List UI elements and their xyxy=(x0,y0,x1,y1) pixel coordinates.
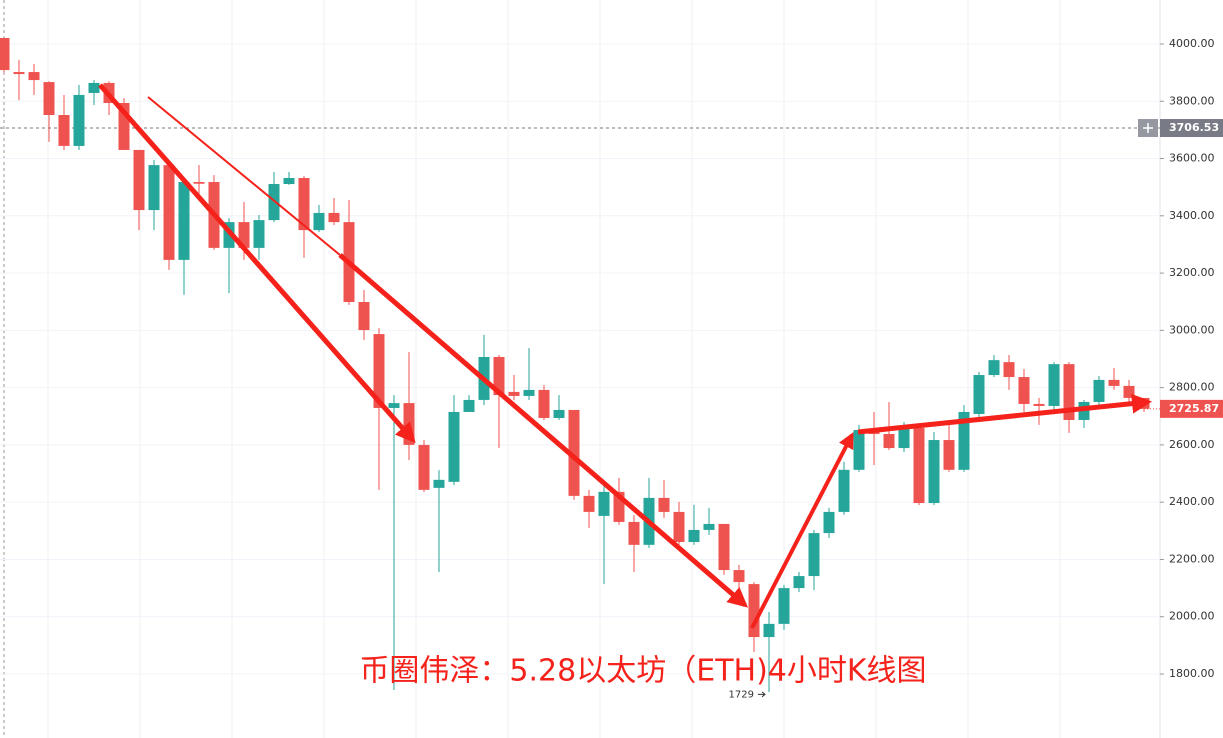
candle-body xyxy=(163,165,175,260)
candle-body xyxy=(73,94,85,146)
candle-body xyxy=(58,115,70,146)
y-tick-label: 2600.00 xyxy=(1169,438,1215,451)
candle-body xyxy=(268,184,280,221)
candle-body xyxy=(388,403,400,408)
candle-body xyxy=(508,391,520,396)
last-price-box xyxy=(1160,399,1223,418)
candle-body xyxy=(1123,385,1135,398)
candle-body xyxy=(988,360,1000,376)
candle-body xyxy=(463,399,475,412)
candle-body xyxy=(1033,403,1045,406)
y-tick-label: 2400.00 xyxy=(1169,495,1215,508)
crosshair-plus xyxy=(1143,123,1153,134)
candle-body xyxy=(43,82,55,116)
candle-body xyxy=(13,72,25,75)
candle-body xyxy=(1108,379,1120,386)
candle-body xyxy=(733,570,745,583)
candle-body xyxy=(523,389,535,396)
candle-body xyxy=(418,444,430,490)
candle-body xyxy=(883,434,895,449)
candle-body xyxy=(808,533,820,577)
candle-body xyxy=(913,428,925,504)
candle-body xyxy=(298,178,310,231)
candle-body xyxy=(283,178,295,185)
last-price-label: 2725.87 xyxy=(1169,402,1219,415)
time-grid xyxy=(47,0,1061,738)
candle-body xyxy=(673,511,685,542)
candle-body xyxy=(313,212,325,231)
candle-body xyxy=(118,102,130,150)
chart-title: 币圈伟泽：5.28以太坊（ETH)4小时K线图 xyxy=(359,654,926,689)
low-marker-arrow xyxy=(758,691,766,698)
candle-body xyxy=(133,149,145,211)
candle-body xyxy=(583,495,595,512)
candle-body xyxy=(823,511,835,534)
candle-body xyxy=(238,222,250,248)
candle-body xyxy=(628,521,640,545)
candle-body xyxy=(778,588,790,624)
low-marker-label: 1729 xyxy=(729,689,754,700)
y-tick-label: 3400.00 xyxy=(1169,209,1215,222)
candle-body xyxy=(688,529,700,542)
y-tick-label: 3800.00 xyxy=(1169,94,1215,107)
candle-body xyxy=(613,491,625,522)
candle-body xyxy=(748,584,760,638)
candle-body xyxy=(553,409,565,418)
candle-body xyxy=(193,182,205,184)
y-tick-label: 2800.00 xyxy=(1169,381,1215,394)
candle-body xyxy=(943,440,955,470)
y-tick-label: 2000.00 xyxy=(1169,610,1215,623)
candle-body xyxy=(178,182,190,260)
candle-body xyxy=(598,491,610,516)
y-tick-label: 3600.00 xyxy=(1169,152,1215,165)
candle-body xyxy=(373,334,385,408)
candle-body xyxy=(928,440,940,504)
candle-body xyxy=(568,409,580,496)
candle-body xyxy=(853,430,865,470)
candle-body xyxy=(1093,379,1105,402)
y-tick-label: 3200.00 xyxy=(1169,266,1215,279)
candle-body xyxy=(973,375,985,414)
candle-body xyxy=(838,469,850,512)
candle-body xyxy=(958,411,970,470)
candle-body xyxy=(328,212,340,223)
candle-body xyxy=(793,576,805,589)
candle-body xyxy=(0,37,10,71)
y-tick-label: 1800.00 xyxy=(1169,667,1215,680)
candle-body xyxy=(148,165,160,211)
candle-body xyxy=(718,523,730,571)
candle-body xyxy=(763,623,775,638)
candle-body xyxy=(433,479,445,488)
y-tick-label: 4000.00 xyxy=(1169,37,1215,50)
trend-arrows xyxy=(98,83,1152,629)
candle-body xyxy=(28,72,40,81)
candle-body xyxy=(1048,364,1060,406)
candle-body xyxy=(1063,364,1075,420)
candle-body xyxy=(703,523,715,530)
y-tick-label: 3000.00 xyxy=(1169,323,1215,336)
crosshair-price-label: 3706.53 xyxy=(1169,121,1219,134)
y-tick-label: 2200.00 xyxy=(1169,552,1215,565)
candle-body xyxy=(493,356,505,396)
candle-body xyxy=(448,411,460,482)
candle-body xyxy=(253,220,265,248)
candle-body xyxy=(1018,377,1030,404)
candle-body xyxy=(358,302,370,331)
candle-body xyxy=(538,389,550,418)
candle-body xyxy=(898,426,910,449)
candle-body xyxy=(88,82,100,93)
candle-body xyxy=(1003,362,1015,378)
crosshair-price-box xyxy=(1160,119,1223,138)
candle-body xyxy=(658,497,670,512)
